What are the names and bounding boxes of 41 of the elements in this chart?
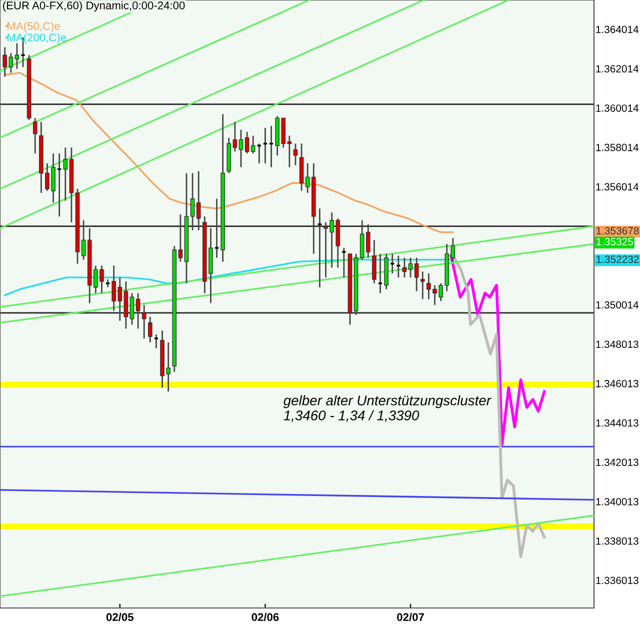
x-tick-label: 02/07 [397, 612, 424, 622]
legend-label: MA(200,C)e [8, 33, 66, 44]
candlestick [250, 135, 256, 154]
y-tick-label: 1.342013 [596, 458, 638, 466]
y-tick-label: 1.364014 [596, 26, 639, 34]
y-tick-label: 1.346013 [596, 380, 638, 388]
text: 1.352232 [596, 256, 639, 264]
candlestick [148, 316, 152, 344]
x-tick-label: 02/05 [106, 612, 134, 622]
annotation: gelber alter Unterstützungscluster 1,3460 - 1,34 / 1,3390 [283, 395, 492, 422]
candlestick [293, 142, 298, 166]
candlestick [414, 257, 419, 292]
candlestick [408, 257, 413, 278]
candlestick [402, 257, 407, 278]
y-tick-label: 1.360014 [596, 104, 639, 112]
y-tick-label: 1.348013 [596, 340, 638, 348]
candlestick [14, 42, 20, 70]
x-tick-label: 02/06 [252, 612, 279, 622]
text: 1.353678 [596, 227, 639, 234]
candlestick [287, 135, 292, 168]
y-tick-label: 1.336013 [596, 576, 638, 584]
text: 1.35325 [596, 238, 633, 246]
y-tick-label: 1.362014 [596, 65, 639, 72]
candlestick [63, 146, 68, 202]
y-tick-label: 1.358014 [596, 144, 639, 152]
candlestick [214, 198, 220, 258]
y-tick-label: 1.344013 [596, 419, 638, 427]
chart-title: (EUR A0-FX,60) Dynamic,0:00-24:00 [3, 1, 185, 12]
legend-label: MA(50,C)e [8, 22, 60, 32]
candlestick [450, 237, 456, 262]
candlestick [32, 117, 38, 154]
candlestick [238, 129, 244, 168]
y-tick-label: 1.338013 [596, 537, 638, 545]
candlestick [232, 121, 238, 152]
y-tick-label: 1.350014 [596, 301, 639, 309]
candlestick [154, 334, 159, 349]
y-tick-label: 1.356014 [596, 183, 639, 191]
y-tick-label: 1.340013 [596, 498, 638, 506]
candlestick [372, 239, 376, 284]
candlestick [244, 131, 250, 154]
candlestick [420, 270, 425, 300]
